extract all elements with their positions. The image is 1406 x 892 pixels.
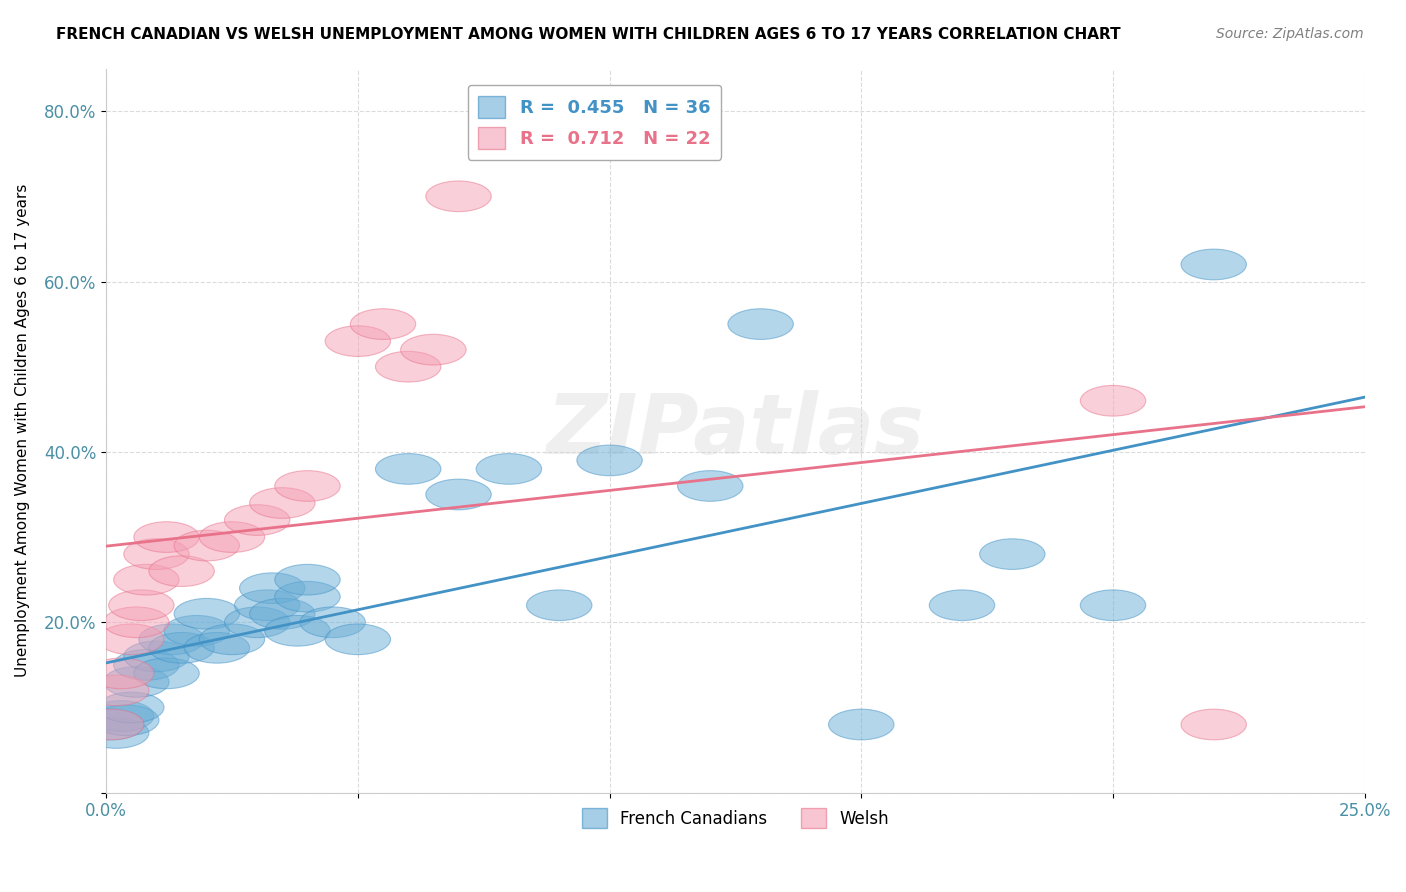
Ellipse shape (325, 624, 391, 655)
Ellipse shape (89, 658, 153, 689)
Ellipse shape (678, 471, 742, 501)
Ellipse shape (89, 700, 153, 731)
Ellipse shape (225, 505, 290, 535)
Ellipse shape (174, 530, 239, 561)
Ellipse shape (1181, 709, 1247, 739)
Ellipse shape (1181, 249, 1247, 280)
Ellipse shape (250, 488, 315, 518)
Legend: French Canadians, Welsh: French Canadians, Welsh (575, 801, 896, 835)
Ellipse shape (79, 709, 143, 739)
Ellipse shape (79, 709, 143, 739)
Ellipse shape (1080, 385, 1146, 416)
Ellipse shape (325, 326, 391, 357)
Ellipse shape (929, 590, 994, 621)
Ellipse shape (104, 607, 169, 638)
Ellipse shape (576, 445, 643, 475)
Ellipse shape (200, 522, 264, 552)
Ellipse shape (375, 454, 441, 484)
Ellipse shape (174, 599, 239, 629)
Ellipse shape (350, 309, 416, 340)
Ellipse shape (264, 615, 330, 646)
Ellipse shape (124, 539, 190, 569)
Ellipse shape (526, 590, 592, 621)
Ellipse shape (139, 624, 204, 655)
Ellipse shape (980, 539, 1045, 569)
Text: ZIPatlas: ZIPatlas (547, 390, 924, 471)
Ellipse shape (235, 590, 299, 621)
Ellipse shape (375, 351, 441, 382)
Ellipse shape (98, 692, 165, 723)
Ellipse shape (94, 705, 159, 736)
Ellipse shape (83, 718, 149, 748)
Ellipse shape (828, 709, 894, 739)
Text: FRENCH CANADIAN VS WELSH UNEMPLOYMENT AMONG WOMEN WITH CHILDREN AGES 6 TO 17 YEA: FRENCH CANADIAN VS WELSH UNEMPLOYMENT AM… (56, 27, 1121, 42)
Ellipse shape (225, 607, 290, 638)
Ellipse shape (728, 309, 793, 340)
Ellipse shape (239, 573, 305, 604)
Ellipse shape (184, 632, 250, 663)
Ellipse shape (274, 582, 340, 612)
Ellipse shape (200, 624, 264, 655)
Ellipse shape (114, 649, 179, 681)
Text: Source: ZipAtlas.com: Source: ZipAtlas.com (1216, 27, 1364, 41)
Ellipse shape (134, 658, 200, 689)
Ellipse shape (426, 181, 491, 211)
Ellipse shape (83, 675, 149, 706)
Ellipse shape (149, 632, 214, 663)
Ellipse shape (134, 522, 200, 552)
Ellipse shape (1080, 590, 1146, 621)
Ellipse shape (165, 615, 229, 646)
Ellipse shape (299, 607, 366, 638)
Y-axis label: Unemployment Among Women with Children Ages 6 to 17 years: Unemployment Among Women with Children A… (15, 184, 30, 677)
Ellipse shape (98, 624, 165, 655)
Ellipse shape (274, 565, 340, 595)
Ellipse shape (124, 641, 190, 672)
Ellipse shape (149, 556, 214, 586)
Ellipse shape (250, 599, 315, 629)
Ellipse shape (477, 454, 541, 484)
Ellipse shape (108, 590, 174, 621)
Ellipse shape (401, 334, 465, 365)
Ellipse shape (104, 666, 169, 698)
Ellipse shape (274, 471, 340, 501)
Ellipse shape (114, 565, 179, 595)
Ellipse shape (426, 479, 491, 510)
